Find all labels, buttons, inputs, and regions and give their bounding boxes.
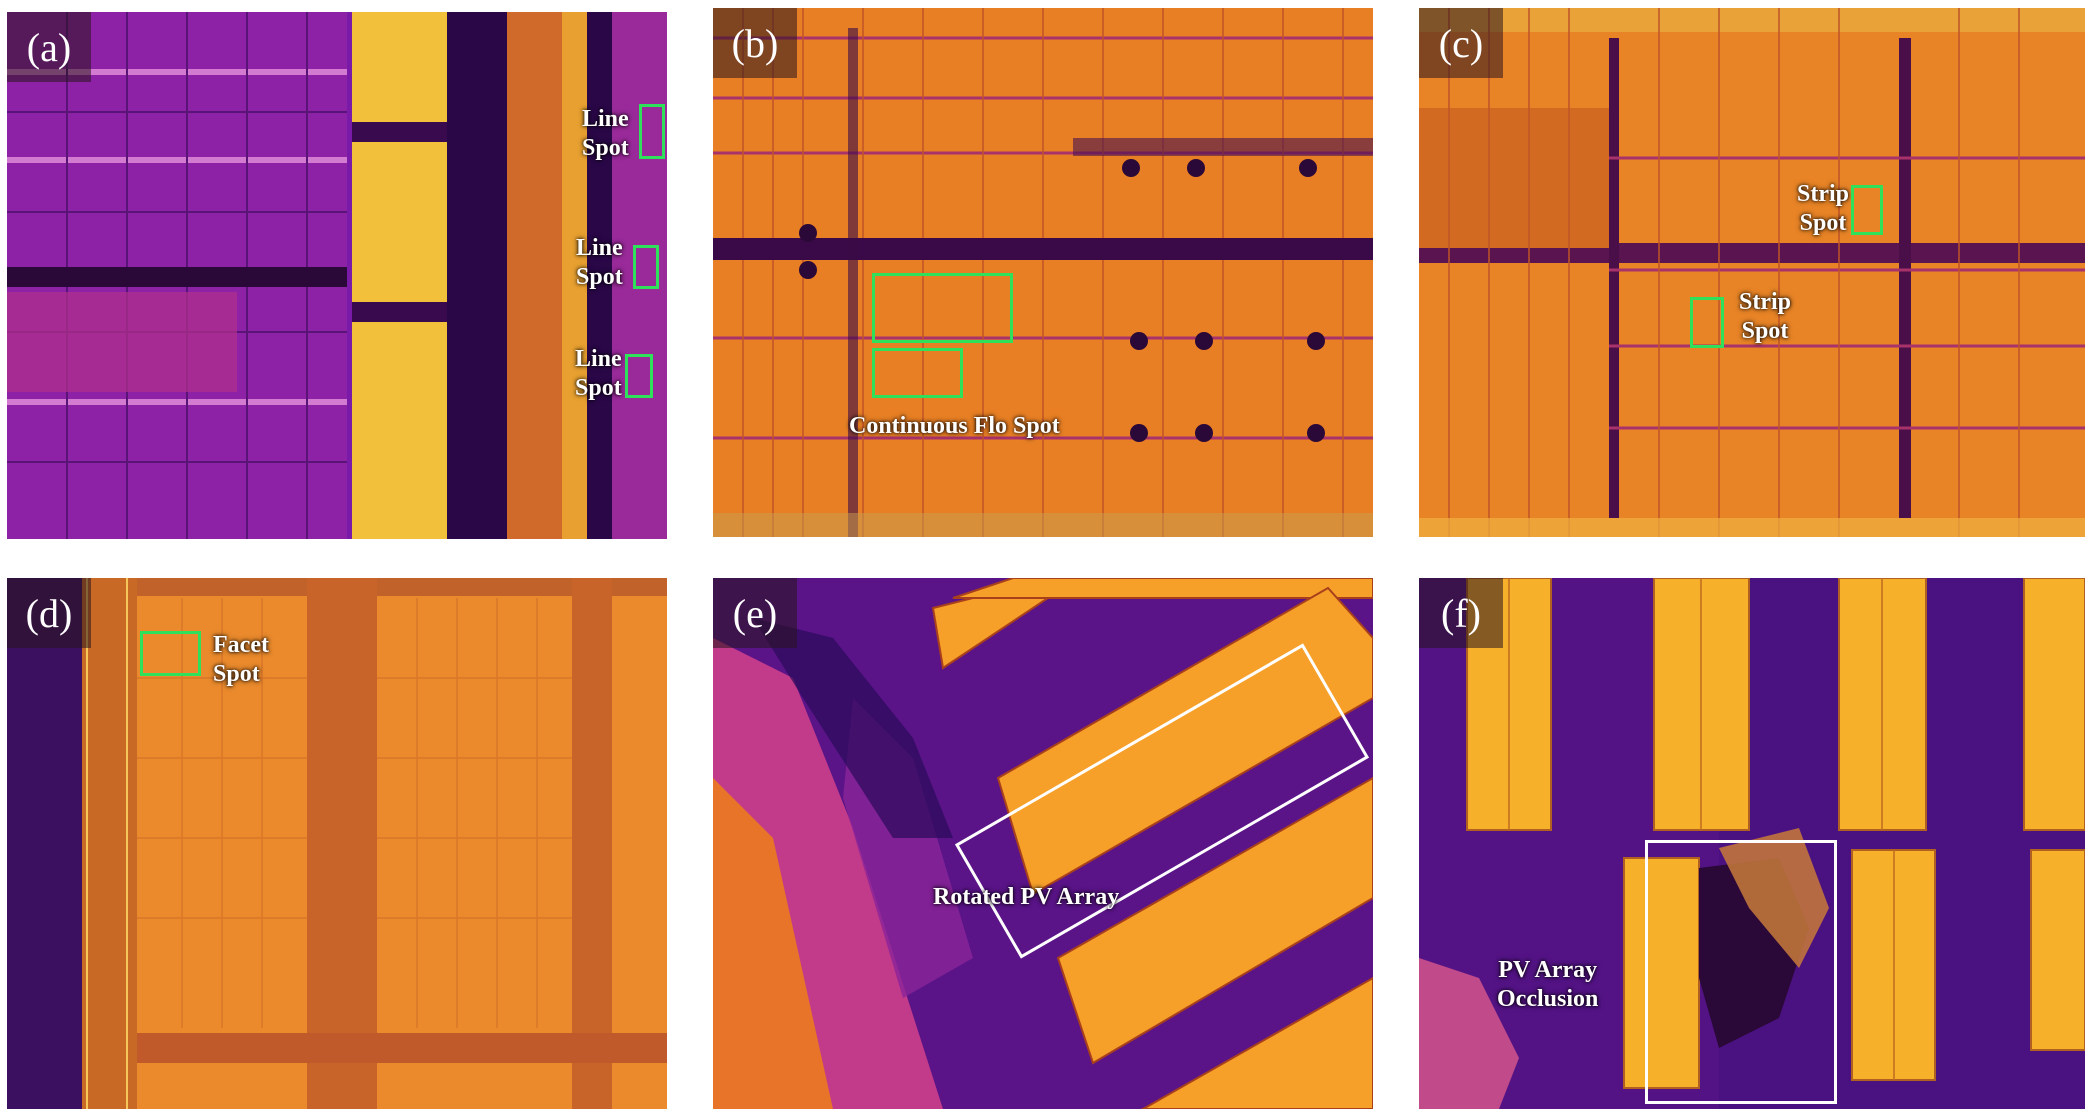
rotated-array-label: Rotated PV Array [933, 884, 1120, 910]
detection-box [872, 348, 963, 398]
detection-box [633, 245, 659, 289]
thermal-image-f [1419, 578, 2085, 1109]
panel-c: (c) Strip Spot Strip Spot [1419, 8, 2085, 537]
facet-spot-label: Facet Spot [213, 632, 269, 687]
panel-label: (b) [713, 8, 797, 78]
panel-label: (f) [1419, 578, 1503, 648]
continuous-spot-label: Continuous Flo Spot [849, 413, 1060, 439]
thermal-image-d [7, 578, 667, 1109]
line-spot-label: Line Spot [582, 106, 629, 161]
panel-label: (a) [7, 12, 91, 82]
panel-b: (b) Continuous Flo Spot [713, 8, 1373, 537]
panel-e: (e) Rotated PV Array [713, 578, 1373, 1109]
panel-label: (e) [713, 578, 797, 648]
panel-f: (f) PV Array Occlusion [1419, 578, 2085, 1109]
line-spot-label: Line Spot [575, 346, 622, 401]
panel-label: (d) [7, 578, 91, 648]
thermal-image-a [7, 12, 667, 539]
thermal-image-e [713, 578, 1373, 1109]
detection-box [639, 104, 665, 159]
detection-box [625, 354, 653, 398]
thermal-image-c [1419, 8, 2085, 537]
thermal-image-b [713, 8, 1373, 537]
occlusion-box [1645, 840, 1837, 1104]
line-spot-label: Line Spot [576, 235, 623, 290]
panel-a: (a) Line Spot Line Spot Line Spot [7, 12, 667, 539]
detection-box [1690, 297, 1724, 348]
detection-box [140, 631, 201, 676]
strip-spot-label: Strip Spot [1797, 181, 1850, 236]
panel-label: (c) [1419, 8, 1503, 78]
strip-spot-label: Strip Spot [1739, 289, 1792, 344]
panel-d: (d) Facet Spot [7, 578, 667, 1109]
detection-box [1851, 185, 1883, 235]
occlusion-label: PV Array Occlusion [1497, 957, 1599, 1012]
detection-box [872, 273, 1013, 343]
